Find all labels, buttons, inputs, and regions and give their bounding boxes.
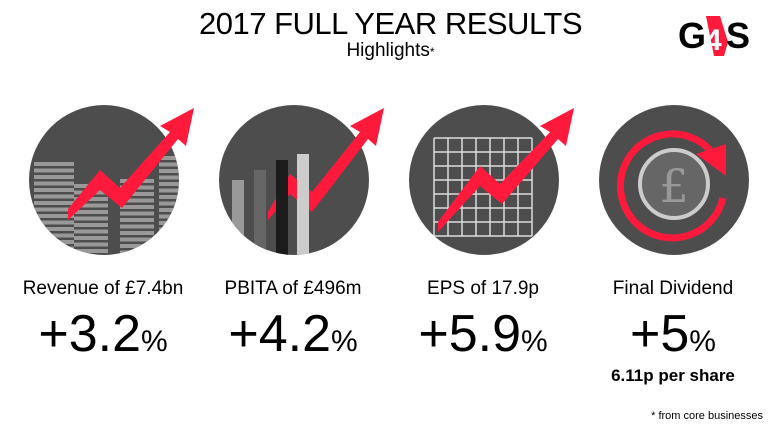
stack-bar <box>34 201 74 205</box>
page-subtitle: Highlights* <box>0 40 781 62</box>
g4s-logo: G 4 S <box>678 15 750 57</box>
metric-value: +4.2% <box>198 304 388 372</box>
page-title: 2017 FULL YEAR RESULTS <box>199 6 583 41</box>
stack-bar <box>120 237 154 242</box>
stack-bar <box>120 211 154 216</box>
stack-bar <box>120 264 154 268</box>
value-unit: % <box>689 325 716 358</box>
stack-bar <box>74 229 108 234</box>
stack-bar <box>34 253 74 255</box>
metric-eps: EPS of 17.9p +5.9% <box>388 278 578 372</box>
bar-chart-arrow-icon <box>219 105 384 255</box>
svg-text:S: S <box>726 15 750 56</box>
metric-pbita: PBITA of £496m +4.2% <box>198 278 388 372</box>
stack-bar <box>120 218 154 222</box>
metric-revenue: Revenue of £7.4bn +3.2% <box>8 278 198 372</box>
pound-cycle-icon: £ <box>599 105 749 255</box>
stack-bar <box>34 246 74 251</box>
svg-text:4: 4 <box>705 24 722 57</box>
stack-bar <box>159 169 179 173</box>
stack-bar <box>159 247 179 251</box>
stack-bar <box>34 168 74 173</box>
stack-bar <box>34 233 74 238</box>
metric-dividend: Final Dividend +5% 6.11p per share <box>578 278 768 386</box>
stack-bar <box>74 262 108 266</box>
stack-bar <box>74 210 108 214</box>
metric-label: Revenue of £7.4bn <box>22 278 184 299</box>
stack-bar <box>159 214 179 219</box>
stack-bar <box>120 250 154 255</box>
metric-label: Final Dividend <box>612 278 734 299</box>
stack-bar <box>159 156 179 160</box>
metric-value: +5.9% <box>388 304 578 372</box>
stack-bar <box>159 240 179 245</box>
subtitle-text: Highlights <box>346 40 430 61</box>
stack-bar <box>120 192 154 196</box>
svg-text:G: G <box>678 15 706 56</box>
stack-bar <box>159 253 179 255</box>
stack-bar <box>34 207 74 212</box>
stack-bar <box>74 197 108 201</box>
stack-bar <box>120 224 154 229</box>
stack-bar <box>74 216 108 221</box>
stack-bar <box>34 260 74 264</box>
metric-value: +3.2% <box>8 304 198 372</box>
stack-bar <box>159 260 189 264</box>
stack-bar <box>120 231 154 235</box>
stack-bar <box>34 188 74 192</box>
stack-bar <box>159 188 179 193</box>
value-unit: % <box>520 325 548 358</box>
stack-bar <box>74 249 108 253</box>
stack-bar <box>159 221 179 225</box>
stack-bar <box>74 236 108 240</box>
value-unit: % <box>330 325 358 358</box>
rising-bar-chart-icon <box>29 105 194 255</box>
metric-label: EPS of 17.9p <box>427 278 539 299</box>
stack-bar <box>120 257 154 261</box>
stack-bar <box>159 234 179 238</box>
value-unit: % <box>140 325 168 358</box>
stack-bar <box>34 220 74 225</box>
subtitle-asterisk: * <box>429 45 435 59</box>
stack-bar <box>120 205 154 209</box>
stack-bar <box>74 203 108 208</box>
stack-bar <box>34 175 74 179</box>
stack-bar <box>34 227 74 231</box>
stack-bar <box>74 242 108 247</box>
stack-bar <box>34 214 74 218</box>
stack-bar <box>159 208 179 212</box>
stack-bar <box>34 162 74 166</box>
metric-value: +5% <box>578 304 768 372</box>
stack-bar <box>34 181 74 186</box>
stack-bar <box>74 256 108 260</box>
stack-bar <box>120 198 154 203</box>
value-number: +5.9 <box>418 305 521 363</box>
stack-bar <box>34 240 74 244</box>
value-number: +5 <box>630 305 690 363</box>
metric-label: PBITA of £496m <box>224 278 362 299</box>
stack-bar <box>159 201 179 206</box>
stack-bar <box>74 223 108 227</box>
value-number: +4.2 <box>228 305 331 363</box>
svg-text:£: £ <box>659 159 688 213</box>
grid-arrow-icon <box>409 105 574 255</box>
value-number: +3.2 <box>38 305 141 363</box>
stack-bar <box>34 194 74 199</box>
stack-bar <box>159 162 179 167</box>
stack-bar <box>159 195 179 199</box>
stack-bar <box>120 244 154 248</box>
stack-bar <box>159 175 179 180</box>
stack-bar <box>159 227 179 232</box>
stack-bar <box>159 182 179 186</box>
metric-subtext: 6.11p per share <box>611 366 735 385</box>
footnote: * from core businesses <box>651 410 763 422</box>
